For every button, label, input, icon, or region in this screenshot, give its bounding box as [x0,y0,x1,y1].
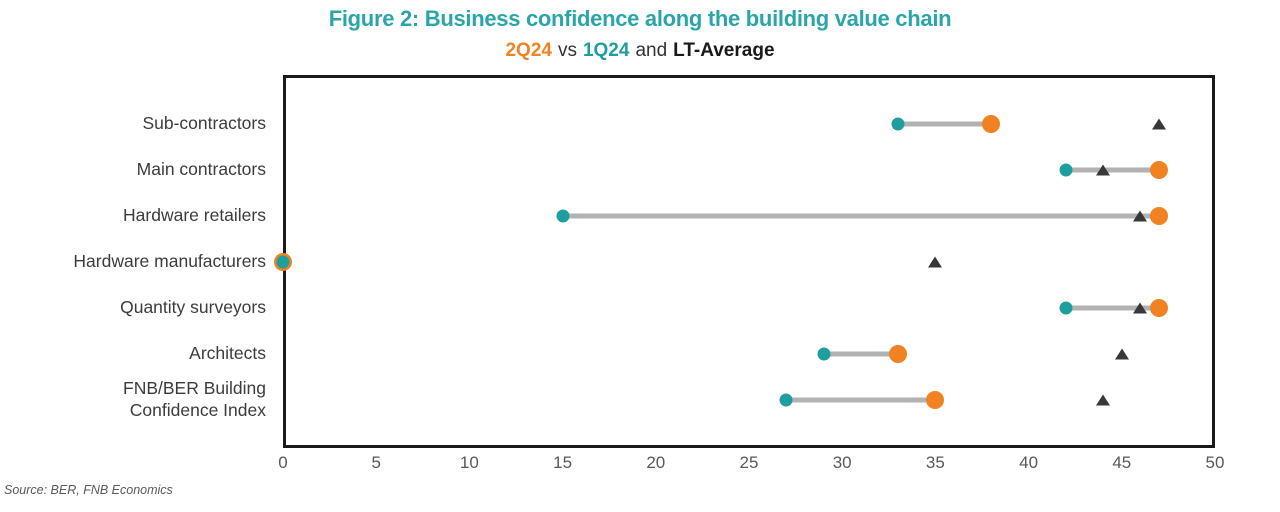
category-label: Architects [189,343,266,364]
dot-1q24 [817,347,831,361]
x-axis-tick-label: 20 [646,453,666,472]
dot-2q24 [1150,299,1169,317]
legend-vs-text: vs [557,40,577,61]
chart-subtitle-legend: 2Q24 vs 1Q24 and LT-Average [0,40,1280,62]
category-label: Hardware retailers [123,205,266,226]
connector-line [898,121,992,127]
x-axis-tick-label: 15 [553,453,573,472]
markers-layer [274,75,1215,448]
dot-2q24 [926,391,945,409]
category-label: Sub-contractors [142,113,266,134]
legend-2q24-label: 2Q24 [505,40,552,61]
triangle-lt-average [1152,118,1167,130]
connector-line [562,213,1160,219]
dot-1q24 [1059,163,1073,177]
legend-1q24-label: 1Q24 [582,40,630,61]
category-label: FNB/BER Building Confidence Index [123,378,266,420]
triangle-lt-average [1133,210,1148,222]
dot-1q24 [276,255,290,269]
dot-1q24 [556,209,570,223]
triangle-lt-average [1096,164,1111,176]
plot-area [274,75,1215,448]
connector-line [786,397,936,403]
triangle-lt-average [1114,348,1129,360]
dot-1q24 [779,393,793,407]
triangle-lt-average [928,256,943,268]
dot-2q24 [1150,207,1169,225]
connector-line [1065,167,1160,173]
category-label: Hardware manufacturers [73,251,266,272]
x-axis-tick-label: 0 [278,453,288,472]
x-axis-tick-label: 40 [1019,453,1039,472]
dot-1q24 [1059,301,1073,315]
x-axis-tick-label: 30 [832,453,852,472]
x-axis-tick-label: 45 [1112,453,1132,472]
dot-2q24 [889,345,908,363]
x-axis-tick-label: 5 [371,453,381,472]
connector-line [1065,305,1160,311]
x-axis: 0 5 10 15 20 25 30 35 40 45 50 [278,453,1224,473]
chart-title: Figure 2: Business confidence along the … [328,6,952,31]
x-axis-tick-label: 10 [459,453,479,472]
x-axis-tick-label: 35 [925,453,945,472]
x-axis-tick-label: 50 [1205,453,1225,472]
connector-line [823,351,899,357]
dot-2q24 [982,115,1001,133]
legend-lt-average-label: LT-Average [673,40,775,61]
triangle-lt-average [1096,394,1111,406]
source-note: Source: BER, FNB Economics [4,483,173,497]
dot-1q24 [891,117,905,131]
category-label: Quantity surveyors [120,297,266,318]
triangle-lt-average [1133,302,1148,314]
category-label: Main contractors [136,159,266,180]
legend-and-text: and [635,40,668,61]
x-axis-tick-label: 25 [739,453,759,472]
dot-2q24 [1150,161,1169,179]
